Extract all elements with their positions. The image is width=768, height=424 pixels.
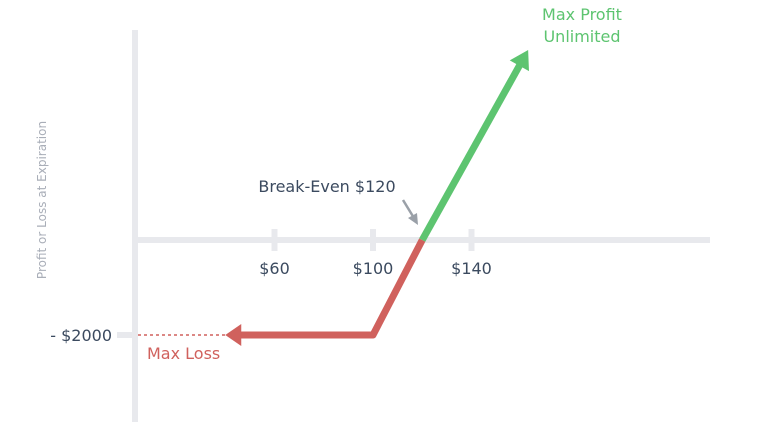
profit-arrowhead (509, 50, 529, 72)
y-tick-label: - $2000 (50, 326, 112, 345)
x-tick-label: $140 (451, 259, 492, 278)
break-even-label: Break-Even $120 (258, 177, 395, 196)
break-even-pointer-head (408, 213, 418, 225)
loss-line (237, 238, 426, 339)
x-tick-label: $100 (353, 259, 394, 278)
max-profit-sublabel: Unlimited (543, 27, 620, 46)
profit-line (419, 58, 526, 242)
max-profit-label: Max Profit (542, 5, 622, 24)
loss-arrowhead (225, 324, 242, 346)
y-axis-label: Profit or Loss at Expiration (35, 121, 49, 279)
break-even-pointer (401, 199, 416, 219)
x-tick-label: $60 (259, 259, 290, 278)
max-loss-label: Max Loss (147, 344, 220, 363)
